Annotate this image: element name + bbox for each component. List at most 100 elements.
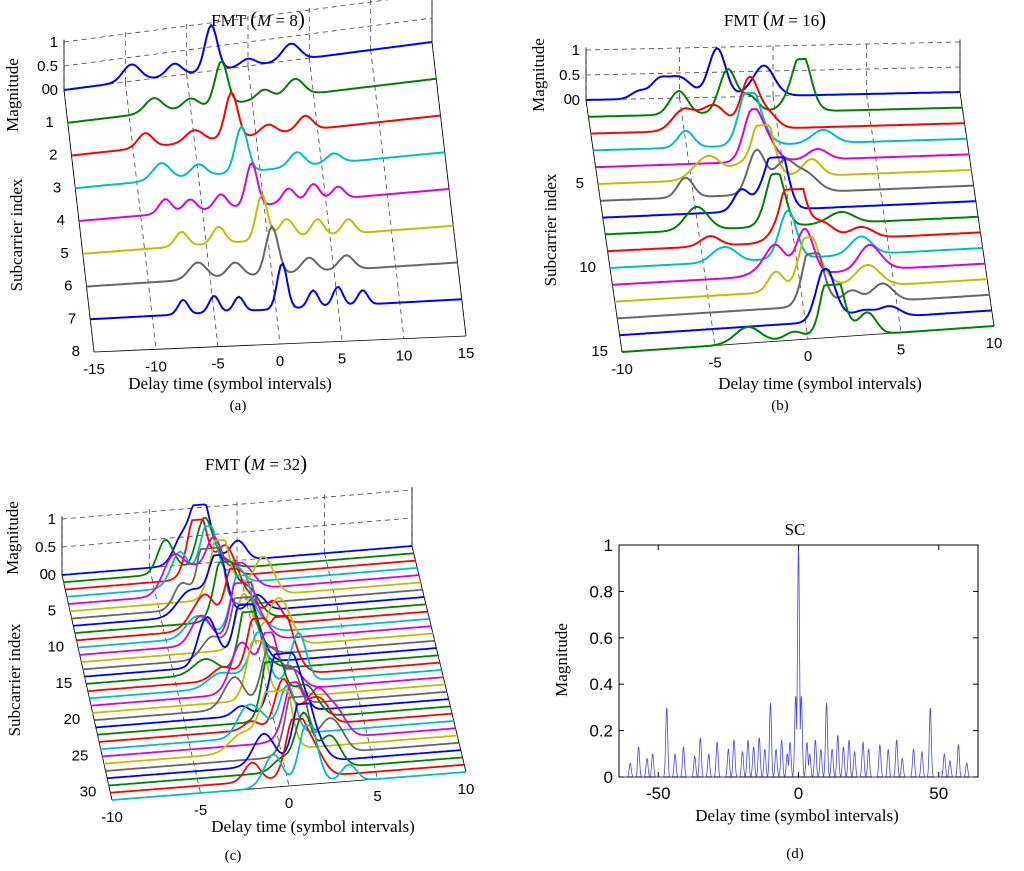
x-tick-label: 0: [276, 353, 284, 370]
grid-line: [308, 57, 343, 342]
y-tick-label: 2: [49, 147, 57, 164]
z-tick-label: 0.5: [37, 58, 58, 75]
panel-c-xlabel: Delay time (symbol intervals): [211, 817, 414, 836]
series-line: [79, 581, 432, 656]
z-tick-label: 1: [50, 34, 58, 51]
x-tick-label: 10: [986, 335, 1003, 352]
series-line: [595, 108, 970, 169]
panel-b-title: FMT (M = 16): [724, 7, 826, 31]
panel-c-caption: (c): [225, 848, 242, 864]
y-tick-label: 15: [591, 343, 608, 360]
series-line: [97, 660, 451, 736]
x-tick-label: -15: [83, 361, 105, 378]
x-tick-label: -5: [194, 802, 207, 819]
b-plot-grid: [585, 39, 995, 353]
axis-line: [585, 99, 623, 353]
x-tick-label: 5: [338, 350, 346, 367]
y-tick-label: 1: [45, 114, 53, 131]
y-tick-label: 6: [64, 278, 72, 295]
panel-d-plot: -50 0 50 0 0.2 0.4 0.6 0.8 1: [589, 536, 979, 803]
panel-a-caption: (a): [230, 398, 247, 414]
x-tick-label: -10: [145, 358, 167, 375]
panel-c-title: FMT (M = 32): [205, 451, 307, 475]
grid-line: [149, 567, 201, 794]
series-line: [95, 651, 449, 729]
series-line: [590, 75, 965, 135]
series-line: [92, 639, 446, 714]
grid-line: [186, 73, 219, 347]
c-plot-curves: [61, 503, 467, 801]
panel-b-caption: (b): [771, 398, 789, 414]
x-tick-label: 15: [458, 345, 475, 362]
series-line: [619, 267, 992, 337]
series-line: [593, 91, 967, 152]
sc-series-line: [619, 544, 978, 778]
series-line: [94, 646, 447, 722]
series-line: [100, 684, 454, 751]
panel-b-zlabel: Magnitude: [529, 38, 548, 112]
x-tick-label: 0: [804, 348, 812, 365]
y-tick-label: 0: [604, 768, 613, 787]
series-line: [61, 503, 413, 576]
grid-line: [679, 97, 716, 346]
panel-b-xlabel: Delay time (symbol intervals): [718, 374, 921, 393]
x-tick-label: 5: [897, 342, 905, 359]
grid-line: [247, 65, 281, 345]
y-tick-label: 0: [40, 566, 48, 583]
series-line: [612, 227, 985, 286]
y-tick-label: 0.4: [589, 675, 613, 694]
series-line: [108, 711, 463, 787]
y-tick-label: 0: [42, 81, 50, 98]
y-tick-label: 1: [604, 536, 613, 555]
series-line: [89, 630, 442, 700]
y-tick-label: 4: [57, 212, 65, 229]
panel-d-xlabel: Delay time (symbol intervals): [695, 806, 898, 825]
y-tick-label: 0.2: [589, 722, 613, 741]
y-tick-label: 25: [72, 747, 89, 764]
panel-a-zlabel: Magnitude: [3, 58, 22, 132]
series-line: [65, 518, 416, 591]
series-line: [588, 58, 963, 118]
series-line: [614, 236, 988, 303]
x-tick-label: -5: [211, 356, 224, 373]
series-line: [68, 536, 420, 605]
panel-d-title: SC: [785, 520, 806, 539]
series-line: [67, 60, 437, 124]
x-axis: [93, 335, 467, 353]
x-tick-label: 10: [396, 348, 413, 365]
z-tick-label: 0: [48, 567, 56, 584]
grid-line: [866, 93, 902, 333]
y-tick-label: 0.6: [589, 629, 613, 648]
series-line: [105, 695, 460, 772]
series-line: [71, 91, 441, 157]
x-tick-label: -10: [611, 361, 633, 378]
y-tick-label: 3: [53, 179, 61, 196]
grid-line: [61, 517, 413, 548]
grid-line: [63, 0, 390, 43]
grid-line: [61, 489, 413, 520]
axis-line: [411, 545, 467, 773]
series-line: [90, 262, 462, 321]
plot-frame: [618, 544, 979, 778]
panel-a-plot: -15 -10 -5 0 5 10 15 0 1 2 3 4 5 6 7 8 1 0.5 0: [37, 0, 474, 378]
y-tick-label: 0.8: [589, 582, 613, 601]
panel-c: FMT (M = 32) -10 -5 0 5 1005101520253010.50 …: [3, 451, 474, 864]
y-tick-label: 10: [579, 259, 596, 276]
series-line: [84, 603, 437, 678]
panel-c-plot: -10 -5 0 5 10 0 5 10 15 20 25 30 1 0.5 0: [35, 487, 474, 826]
x-tick-label: 0: [285, 795, 293, 812]
y-tick-label: 10: [47, 639, 64, 656]
series-line: [102, 681, 456, 758]
series-line: [607, 187, 981, 253]
series-line: [600, 148, 974, 202]
grid-line: [772, 95, 809, 340]
series-line: [602, 156, 976, 219]
y-tick-label: 30: [80, 784, 97, 801]
series-line: [617, 252, 990, 320]
z-tick-label: 0.5: [35, 539, 56, 556]
series-line: [103, 689, 458, 765]
panel-a: FMT (M = 8) -15 -10 -5 0 5 10 15 0 1 2 3 4 5 6 7 8 1 0.5 0…: [3, 0, 474, 414]
y-tick-label: 8: [72, 343, 80, 360]
panel-d-caption: (d): [786, 846, 804, 862]
b-plot-curves: [585, 46, 995, 353]
